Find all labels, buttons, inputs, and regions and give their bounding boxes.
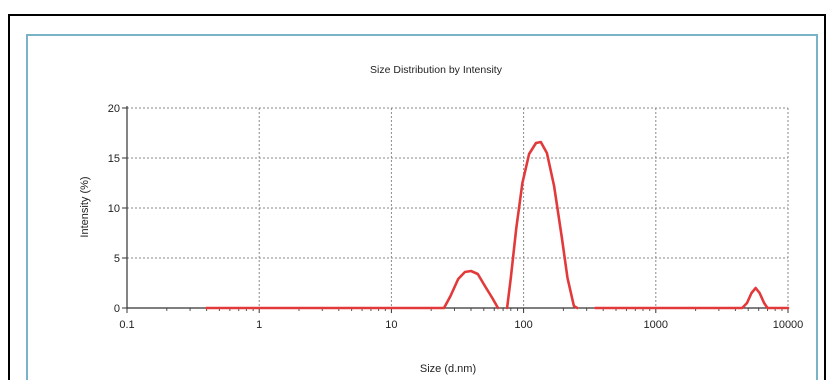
y-tick-label: 10 — [108, 203, 120, 215]
x-tick-label: 1 — [256, 319, 262, 331]
y-tick-label: 0 — [114, 303, 120, 315]
x-tick-label: 10000 — [773, 319, 804, 331]
y-tick-label: 5 — [114, 253, 120, 265]
y-tick-label: 20 — [108, 103, 120, 115]
x-tick-label: 1000 — [644, 319, 668, 331]
series-line-2 — [505, 140, 579, 310]
chart-title: Size Distribution by Intensity — [370, 64, 503, 76]
series-line-1 — [205, 269, 500, 310]
x-tick-label: 0.1 — [119, 319, 134, 331]
x-axis-label: Size (d.nm) — [420, 363, 476, 375]
chart-panel — [26, 34, 818, 380]
series — [205, 140, 790, 310]
grid — [127, 107, 789, 308]
y-axis-label: Intensity (%) — [79, 176, 91, 237]
x-tick-label: 10 — [385, 319, 397, 331]
series-line-3 — [594, 286, 790, 310]
y-tick-label: 15 — [108, 153, 120, 165]
axes: 0 5 10 15 20 0.1 1 10 100 1000 10000 — [108, 103, 804, 331]
x-tick-label: 100 — [514, 319, 532, 331]
